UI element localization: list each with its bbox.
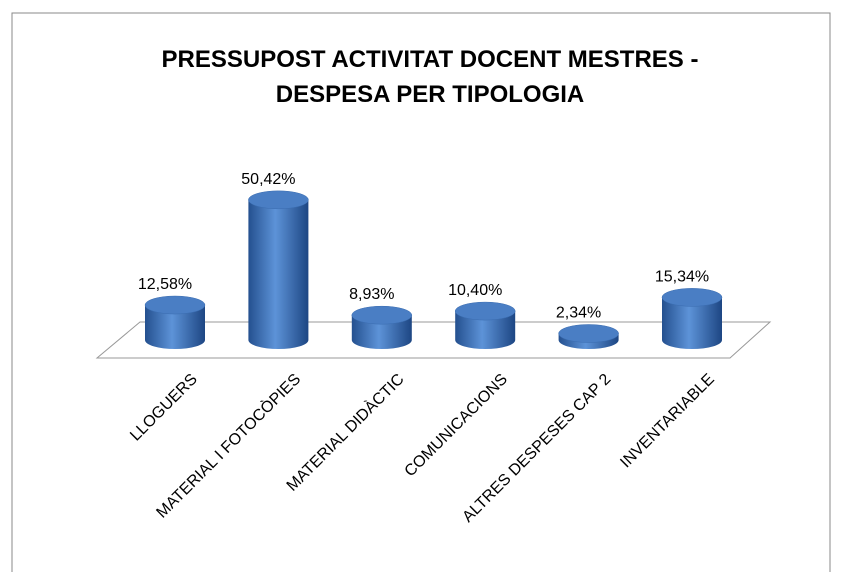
cylinder — [351, 305, 413, 349]
x-tick-label: INVENTARIABLE — [617, 371, 717, 471]
cylinder-body — [455, 311, 516, 349]
cylinder-body — [248, 199, 309, 349]
cylinder — [248, 190, 309, 349]
cylinder-top — [351, 305, 413, 325]
cylinder-top — [454, 301, 516, 321]
cylinder-top — [661, 288, 723, 307]
x-tick-label: LLOGUERS — [127, 371, 201, 445]
chart-title: PRESSUPOST ACTIVITAT DOCENT MESTRES - DE… — [161, 46, 699, 108]
chart-border — [11, 12, 831, 572]
x-tick-label: MATERIAL DIDÀCTIC — [282, 369, 407, 494]
cylinder-body — [351, 315, 412, 349]
cylinder-body — [145, 305, 205, 349]
cylinder — [661, 288, 723, 349]
cylinder-top — [144, 295, 206, 315]
cylinder — [144, 295, 206, 349]
cylinder-top — [248, 190, 309, 210]
value-label: 10,40% — [448, 282, 502, 299]
value-label: 2,34% — [556, 304, 601, 321]
value-label: 50,42% — [241, 171, 295, 188]
x-tick-label: COMUNICACIONS — [402, 371, 511, 480]
cylinder-body — [662, 297, 722, 349]
value-label: 15,34% — [655, 268, 709, 285]
value-label: 12,58% — [138, 276, 192, 293]
cylinder — [454, 301, 516, 349]
value-label: 8,93% — [349, 286, 394, 303]
cylinder-top — [558, 324, 619, 343]
cylinder — [558, 324, 619, 349]
